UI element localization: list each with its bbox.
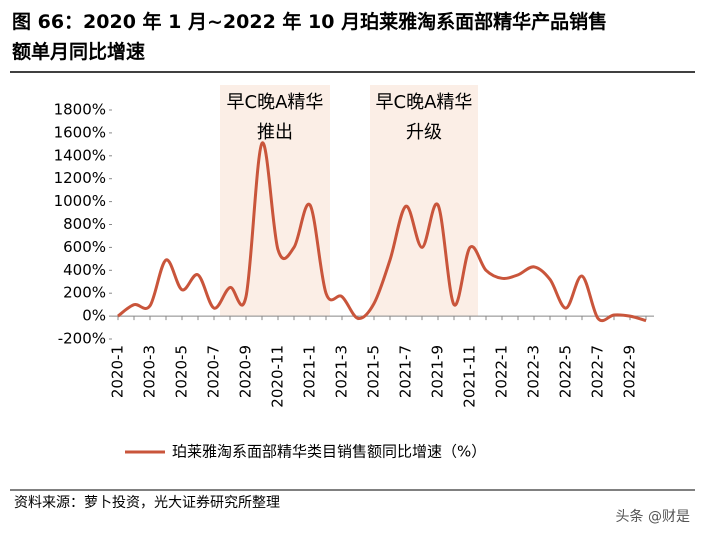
annotation: 早C晚A精华	[227, 92, 324, 113]
watermark: 头条 @财是	[616, 508, 690, 525]
y-tick-label: 200%	[63, 284, 106, 302]
y-tick-label: 800%	[63, 215, 106, 233]
x-tick-label: 2022-3	[525, 345, 543, 398]
highlight-band	[220, 85, 330, 316]
x-tick-label: 2021-5	[365, 345, 383, 398]
x-tick-label: 2020-7	[205, 345, 223, 398]
annotation: 早C晚A精华	[376, 92, 473, 113]
legend-label: 珀莱雅淘系面部精华类目销售额同比增速（%）	[172, 443, 486, 461]
y-tick-label: 1000%	[54, 192, 106, 210]
x-tick-label: 2021-1	[301, 345, 319, 398]
annotation: 升级	[406, 122, 442, 143]
x-tick-label: 2022-1	[493, 345, 511, 398]
chart-title: 图 66：2020 年 1 月~2022 年 10 月珀莱雅淘系面部精华产品销售	[12, 10, 607, 33]
y-tick-label: 0%	[82, 307, 106, 325]
y-tick-label: 1600%	[54, 123, 106, 141]
y-tick-label: 1400%	[54, 146, 106, 164]
series-line	[117, 141, 647, 323]
source: 资料来源：萝卜投资，光大证券研究所整理	[14, 495, 280, 511]
x-tick-label: 2021-3	[333, 345, 351, 398]
x-tick-label: 2021-7	[397, 345, 415, 398]
x-tick-label: 2020-5	[173, 345, 191, 398]
y-tick-label: 600%	[63, 238, 106, 256]
x-tick-label: 2021-9	[429, 345, 447, 398]
x-tick-label: 2020-9	[237, 345, 255, 398]
chart-title: 额单月同比增速	[12, 40, 145, 63]
x-tick-label: 2021-11	[461, 345, 479, 408]
y-tick-label: 1800%	[54, 101, 106, 119]
y-tick-label: 400%	[63, 261, 106, 279]
highlight-band	[370, 85, 478, 316]
annotation: 推出	[257, 122, 293, 143]
x-tick-label: 2022-9	[621, 345, 639, 398]
y-tick-label: -200%	[58, 330, 106, 348]
x-tick-label: 2022-7	[589, 345, 607, 398]
x-tick-label: 2022-5	[557, 345, 575, 398]
x-tick-label: 2020-3	[141, 345, 159, 398]
x-tick-label: 2020-11	[269, 345, 287, 408]
y-tick-label: 1200%	[54, 169, 106, 187]
x-tick-label: 2020-1	[109, 345, 127, 398]
